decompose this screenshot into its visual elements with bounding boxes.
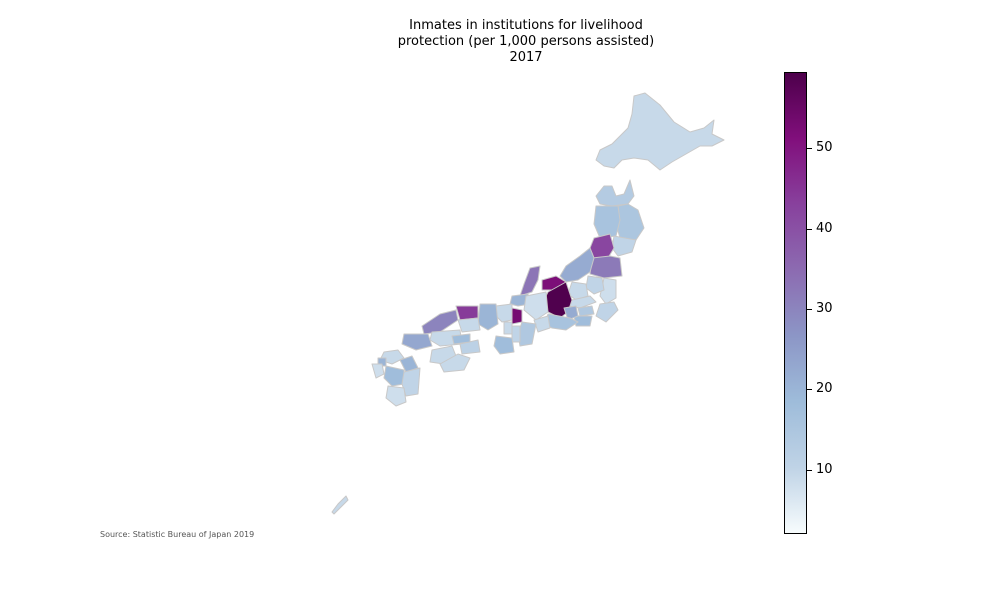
region-aichi xyxy=(533,315,551,333)
colorbar-tick xyxy=(807,309,812,311)
colorbar-tick-label: 30 xyxy=(816,301,833,317)
region-kagawa xyxy=(451,333,471,345)
region-tokushima xyxy=(459,339,481,355)
region-tochigi xyxy=(585,275,605,295)
colorbar-tick-label: 40 xyxy=(816,220,833,236)
region-wakayama xyxy=(493,335,515,355)
colorbar-tick xyxy=(807,228,812,230)
region-miyazaki xyxy=(401,367,421,397)
colorbar xyxy=(784,72,807,534)
region-niigata xyxy=(559,247,595,283)
chart-title: Inmates in institutions for livelihood p… xyxy=(397,18,655,65)
region-iwate xyxy=(615,203,645,241)
region-nara xyxy=(511,325,521,343)
region-kochi xyxy=(439,353,471,373)
region-osaka xyxy=(503,321,513,335)
colorbar-tick-label: 20 xyxy=(816,381,833,397)
colorbar-tick xyxy=(807,469,812,471)
region-hokkaido xyxy=(595,92,725,171)
region-aomori xyxy=(595,179,635,207)
region-okayama xyxy=(457,317,481,333)
region-tokyo xyxy=(577,305,595,317)
region-yamagata xyxy=(589,233,615,259)
region-nagasaki xyxy=(371,363,385,379)
region-yamaguchi xyxy=(401,333,433,351)
source-note: Source: Statistic Bureau of Japan 2019 xyxy=(100,530,255,539)
region-kagoshima xyxy=(385,385,407,407)
region-hyogo xyxy=(477,303,499,331)
region-yamanashi xyxy=(563,305,579,321)
region-ibaraki xyxy=(599,277,617,305)
region-mie xyxy=(517,321,537,347)
colorbar-tick-label: 50 xyxy=(816,140,833,156)
colorbar-tick-label: 10 xyxy=(816,461,833,477)
region-okinawa xyxy=(331,495,349,515)
region-shiga xyxy=(511,307,523,325)
region-chiba xyxy=(595,301,619,323)
region-akita xyxy=(593,205,621,239)
colorbar-tick xyxy=(807,148,812,150)
region-kumamoto xyxy=(383,365,405,387)
region-kyoto xyxy=(495,303,513,323)
region-ishikawa xyxy=(519,265,541,297)
region-miyagi xyxy=(611,235,637,257)
colorbar-tick xyxy=(807,389,812,391)
region-gifu xyxy=(523,291,549,321)
region-fukushima xyxy=(589,255,623,279)
